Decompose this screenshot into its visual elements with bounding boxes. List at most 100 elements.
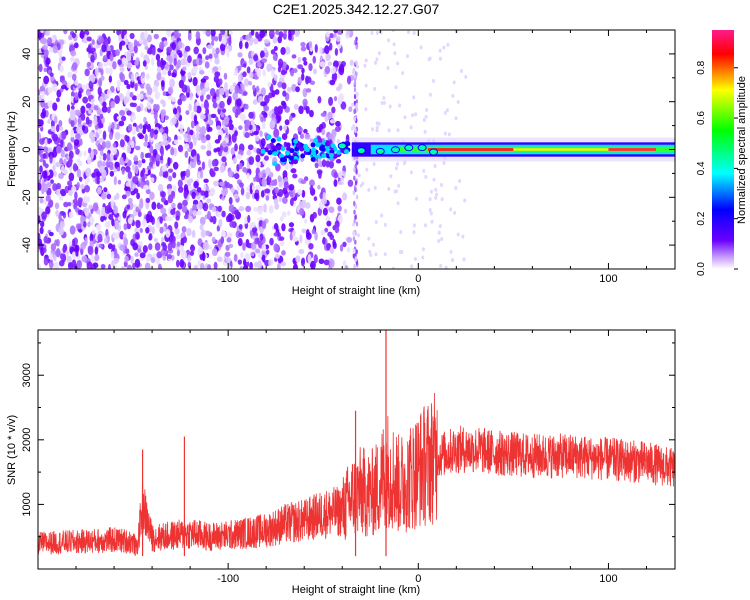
heatmap-cell bbox=[354, 127, 357, 133]
heatmap-cell bbox=[238, 224, 243, 230]
heatmap-cell bbox=[353, 80, 357, 86]
heatmap-cell bbox=[428, 197, 432, 202]
heatmap-cell bbox=[321, 153, 327, 159]
heatmap-cell bbox=[309, 109, 314, 118]
heatmap-cell bbox=[329, 149, 335, 155]
heatmap-cell bbox=[333, 179, 338, 187]
heatmap-cell bbox=[253, 176, 257, 182]
heatmap-cell bbox=[60, 84, 67, 90]
heatmap-cell bbox=[280, 100, 286, 107]
heatmap-cell bbox=[206, 198, 212, 204]
heatmap-cell bbox=[146, 123, 152, 133]
heatmap-cell bbox=[41, 170, 48, 179]
heatmap-cell bbox=[120, 73, 125, 83]
heatmap-cell bbox=[299, 208, 305, 216]
heatmap-cell bbox=[117, 59, 122, 66]
heatmap-cell bbox=[149, 144, 154, 154]
heatmap-cell bbox=[134, 258, 141, 268]
heatmap-cell bbox=[213, 76, 219, 83]
heatmap-cell bbox=[197, 246, 204, 255]
heatmap-cell bbox=[96, 186, 102, 195]
heatmap-cell bbox=[67, 157, 73, 167]
heatmap-cell bbox=[308, 63, 313, 72]
heatmap-cell bbox=[237, 259, 242, 265]
heatmap-cell bbox=[50, 125, 57, 132]
heatmap-cell bbox=[154, 242, 161, 251]
heatmap-cell bbox=[278, 31, 284, 39]
heatmap-cell bbox=[333, 60, 339, 69]
heatmap-cell bbox=[237, 52, 243, 58]
heatmap-cell bbox=[373, 86, 377, 91]
heatmap-cell bbox=[440, 237, 444, 242]
heatmap-cell bbox=[125, 165, 131, 173]
heatmap-cell bbox=[273, 55, 278, 62]
heatmap-cell bbox=[236, 163, 240, 172]
heatmap-cell bbox=[127, 217, 133, 225]
heatmap-cell bbox=[173, 57, 177, 67]
heatmap-cell bbox=[343, 149, 349, 155]
heatmap-cell bbox=[126, 110, 132, 116]
heatmap-cell bbox=[208, 191, 215, 197]
heatmap-cell bbox=[145, 256, 151, 262]
heatmap-cell bbox=[38, 182, 42, 191]
heatmap-cell bbox=[299, 133, 304, 140]
spectrogram-ticks: -100 0 100 -40 -20 0 20 40 bbox=[21, 30, 675, 285]
heatmap-cell bbox=[199, 169, 204, 179]
heatmap-cell bbox=[196, 186, 202, 193]
heatmap-cell bbox=[185, 110, 190, 115]
heatmap-cell bbox=[130, 255, 134, 264]
heatmap-cell bbox=[142, 167, 146, 174]
heatmap-cell bbox=[190, 161, 196, 169]
heatmap-cell bbox=[125, 38, 129, 46]
heatmap-cell bbox=[355, 194, 359, 200]
heatmap-cell bbox=[182, 66, 187, 72]
heatmap-cell bbox=[266, 63, 272, 73]
heatmap-cell bbox=[50, 179, 54, 184]
heatmap-cell bbox=[119, 244, 126, 252]
heatmap-cell bbox=[335, 120, 341, 127]
heatmap-cell bbox=[403, 115, 407, 120]
heatmap-cell bbox=[206, 150, 212, 157]
heatmap-cell bbox=[307, 254, 312, 264]
heatmap-cell bbox=[125, 181, 132, 187]
heatmap-cell bbox=[77, 161, 83, 167]
signal-blob bbox=[375, 147, 385, 155]
heatmap-cell bbox=[329, 258, 335, 268]
heatmap-cell bbox=[463, 198, 467, 203]
heatmap-cell bbox=[248, 111, 254, 119]
heatmap-cell bbox=[123, 79, 129, 86]
heatmap-cell bbox=[193, 46, 199, 55]
heatmap-cell bbox=[192, 209, 197, 217]
heatmap-cell bbox=[246, 66, 251, 74]
heatmap-cell bbox=[187, 134, 192, 144]
heatmap-cell bbox=[68, 150, 74, 160]
heatmap-cell bbox=[285, 142, 291, 148]
heatmap-cell bbox=[138, 123, 143, 130]
heatmap-cell bbox=[276, 136, 282, 142]
heatmap-cell bbox=[220, 30, 226, 36]
snr-xlabel: Height of straight line (km) bbox=[292, 584, 420, 596]
heatmap-cell bbox=[162, 170, 169, 178]
heatmap-cell bbox=[156, 72, 161, 81]
heatmap-cell bbox=[248, 156, 255, 166]
heatmap-cell bbox=[273, 128, 280, 138]
heatmap-cell bbox=[183, 52, 188, 59]
heatmap-cell bbox=[182, 236, 188, 244]
heatmap-cell bbox=[333, 33, 337, 38]
heatmap-cell bbox=[179, 129, 184, 135]
heatmap-cell bbox=[101, 141, 107, 149]
heatmap-cell bbox=[430, 219, 434, 224]
heatmap-cell bbox=[162, 132, 168, 142]
heatmap-cell bbox=[81, 255, 88, 263]
heatmap-cell bbox=[52, 183, 58, 192]
heatmap-cell bbox=[161, 165, 168, 172]
heatmap-cell bbox=[295, 255, 301, 263]
heatmap-cell bbox=[443, 110, 447, 115]
heatmap-cell bbox=[377, 121, 381, 126]
heatmap-cell bbox=[86, 196, 91, 203]
heatmap-cell bbox=[202, 251, 206, 262]
heatmap-cell bbox=[166, 254, 173, 260]
heatmap-cell bbox=[142, 245, 148, 253]
heatmap-cell bbox=[189, 129, 194, 136]
heatmap-cell bbox=[422, 118, 426, 123]
